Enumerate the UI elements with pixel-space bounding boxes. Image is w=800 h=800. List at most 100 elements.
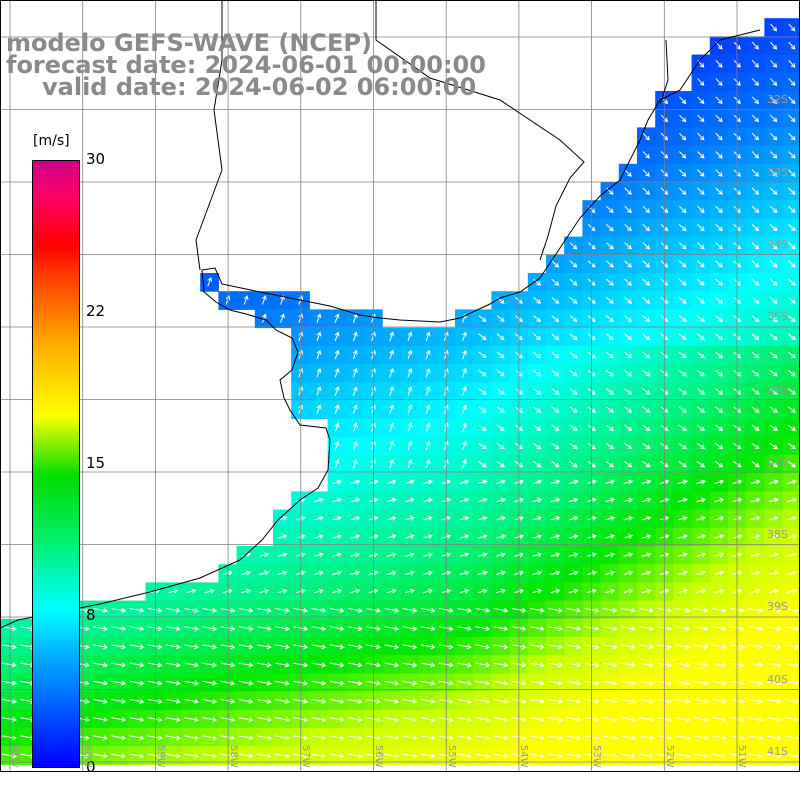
wind-arrowhead <box>649 680 654 686</box>
wind-arrow <box>311 698 326 703</box>
wind-arrowhead <box>645 208 651 214</box>
wind-arrowhead <box>303 698 309 704</box>
wind-arrowhead <box>649 607 654 613</box>
wind-arrowhead <box>718 226 723 232</box>
wind-arrow <box>202 735 217 739</box>
wind-arrow <box>129 626 144 630</box>
wind-arrow <box>788 187 796 195</box>
wind-arrowhead <box>612 644 618 650</box>
wind-arrowhead <box>772 335 778 341</box>
wind-arrow <box>787 461 796 468</box>
wind-arrowhead <box>645 226 651 232</box>
wind-arrowhead <box>792 497 797 503</box>
wind-arrowhead <box>194 607 199 613</box>
wind-arrow <box>784 680 799 685</box>
wind-arrow <box>769 260 778 268</box>
wind-arrowhead <box>591 479 597 485</box>
wind-arrow <box>386 571 396 575</box>
wind-arrow <box>529 753 544 758</box>
wind-arrowhead <box>555 497 561 503</box>
wind-arrow <box>696 498 706 503</box>
wind-arrowhead <box>300 570 306 576</box>
wind-arrowhead <box>298 331 304 337</box>
wind-arrowhead <box>700 317 705 323</box>
wind-arrow <box>696 553 706 557</box>
wind-arrowhead <box>554 262 560 268</box>
wind-arrowhead <box>464 497 470 503</box>
wind-arrow <box>184 717 199 721</box>
wind-arrow <box>533 278 541 286</box>
wind-arrow <box>639 662 654 667</box>
wind-arrow <box>220 644 235 648</box>
wind-arrow <box>620 753 635 758</box>
wind-arrowhead <box>103 753 108 759</box>
wind-arrowhead <box>681 353 687 359</box>
wind-arrow <box>787 333 796 340</box>
wind-arrowhead <box>663 390 669 395</box>
wind-arrow <box>475 735 490 739</box>
wind-arrowhead <box>572 244 578 250</box>
wind-arrowhead <box>718 371 724 377</box>
wind-arrowhead <box>500 552 506 558</box>
wind-arrow <box>602 717 617 721</box>
wind-arrowhead <box>609 317 614 323</box>
wind-arrowhead <box>12 735 17 741</box>
wind-arrowhead <box>412 735 418 741</box>
wind-arrowhead <box>772 153 778 159</box>
wind-arrowhead <box>754 153 760 159</box>
wind-arrowhead <box>500 515 506 521</box>
wind-arrow <box>347 680 362 685</box>
wind-arrowhead <box>376 680 381 686</box>
wind-arrow <box>566 735 581 739</box>
wind-arrowhead <box>718 317 724 323</box>
lat-label-39s: 39S <box>767 600 788 613</box>
wind-arrow <box>129 717 144 721</box>
wind-arrowhead <box>572 371 578 377</box>
wind-arrow <box>533 333 541 340</box>
wind-arrowhead <box>773 479 779 485</box>
wind-arrowhead <box>212 735 218 741</box>
wind-arrow <box>475 607 490 612</box>
wind-arrow <box>384 698 399 703</box>
wind-arrow <box>551 442 560 449</box>
wind-arrowhead <box>537 588 543 594</box>
wind-arrow <box>769 242 778 250</box>
wind-arrowhead <box>681 317 687 323</box>
wind-arrowhead <box>555 534 561 539</box>
wind-arrowhead <box>791 299 796 304</box>
wind-arrowhead <box>357 626 363 632</box>
wind-arrowhead <box>157 735 163 741</box>
lat-label-36s: 36S <box>767 383 788 396</box>
wind-arrowhead <box>776 735 782 741</box>
wind-arrowhead <box>773 497 779 503</box>
wind-arrowhead <box>608 190 614 195</box>
wind-arrow <box>402 607 417 612</box>
wind-arrow <box>352 386 357 396</box>
wind-arrow <box>93 680 108 685</box>
wind-arrow <box>551 278 559 286</box>
wind-arrow <box>165 680 180 685</box>
wind-arrowhead <box>103 626 108 632</box>
wind-arrow <box>623 480 633 484</box>
wind-arrowhead <box>572 317 578 323</box>
wind-arrowhead <box>448 662 454 668</box>
wind-arrow <box>697 169 705 177</box>
wind-arrow <box>787 589 797 594</box>
wind-arrowhead <box>389 331 395 337</box>
wind-arrow <box>623 553 633 557</box>
wind-arrow <box>184 644 199 648</box>
wind-arrowhead <box>376 735 381 741</box>
wind-arrowhead <box>175 680 181 686</box>
wind-arrow <box>751 60 759 68</box>
wind-arrow <box>275 607 290 612</box>
wind-arrow <box>275 717 290 721</box>
wind-arrowhead <box>718 208 723 214</box>
wind-arrowhead <box>521 698 527 704</box>
wind-arrowhead <box>303 717 309 723</box>
wind-arrowhead <box>736 63 741 68</box>
wind-arrow <box>697 132 705 141</box>
wind-arrow <box>751 406 760 413</box>
wind-arrowhead <box>485 717 491 723</box>
wind-arrow <box>111 717 126 721</box>
wind-arrowhead <box>121 753 127 759</box>
